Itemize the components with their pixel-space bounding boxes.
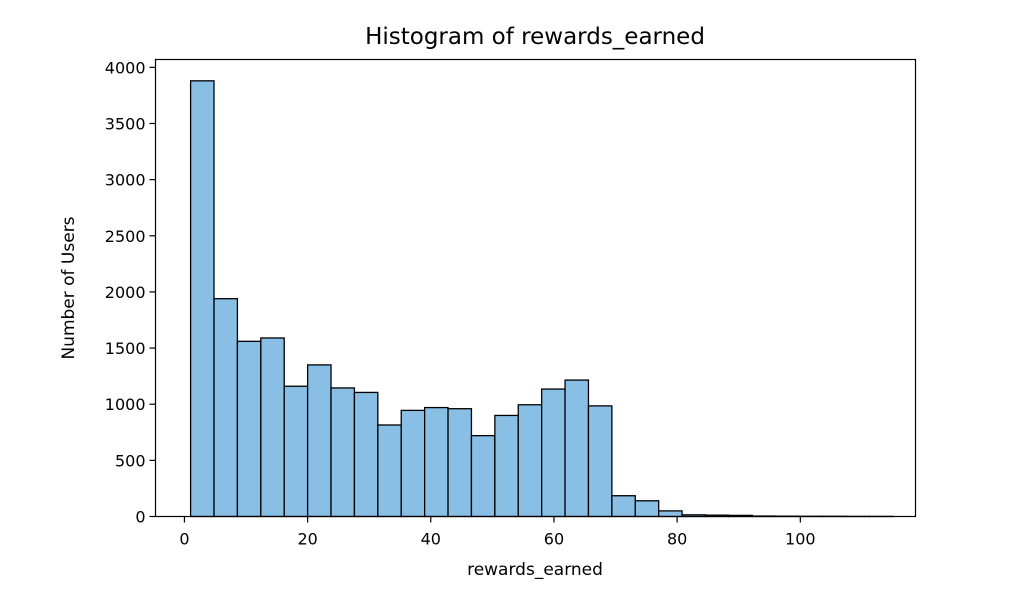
histogram-bar [564,379,590,518]
y-tick-label: 1000 [105,395,146,414]
x-tick-label: 80 [667,530,687,549]
histogram-bar [423,406,449,518]
y-axis-ticks: 0 500 1000 1500 2000 2500 3000 3500 4000 [105,58,156,527]
x-tick-label: 20 [297,530,317,549]
histogram-bar [330,387,356,518]
y-tick-label: 3000 [105,171,146,190]
histogram-bar [306,364,332,518]
y-tick-label: 2000 [105,283,146,302]
plot-frame [154,58,917,518]
x-axis-ticks: 0 20 40 60 80 100 [179,516,816,549]
histogram-bar [587,405,613,518]
histogram-bar [377,424,402,518]
histogram-bar [213,298,239,518]
histogram-bar [611,495,636,518]
y-tick-label: 500 [115,451,146,470]
x-tick-label: 100 [785,530,816,549]
y-tick-label: 4000 [105,58,146,77]
histogram-bar [260,337,285,518]
histogram-bar [541,388,566,518]
histogram-bar [353,391,379,518]
x-tick-label: 0 [179,530,189,549]
histogram-bar [236,340,262,518]
x-tick-label: 40 [421,530,441,549]
bars-group [189,80,894,518]
histogram-bar [283,385,309,518]
y-tick-label: 0 [135,508,145,527]
histogram-bar [400,409,426,518]
y-tick-label: 2500 [105,227,146,246]
y-axis-label: Number of Users [59,216,79,359]
histogram-bar [517,404,543,518]
histogram-bar [634,500,660,518]
histogram-bar [470,435,496,518]
y-tick-label: 1500 [105,339,146,358]
chart-title: Histogram of rewards_earned [365,24,705,50]
histogram-bar [658,510,683,518]
x-tick-label: 60 [544,530,564,549]
histogram-bar [189,80,215,518]
histogram-bar [494,414,519,518]
y-tick-label: 3500 [105,115,146,134]
x-axis-label: rewards_earned [467,560,603,580]
histogram-bar [447,408,473,518]
